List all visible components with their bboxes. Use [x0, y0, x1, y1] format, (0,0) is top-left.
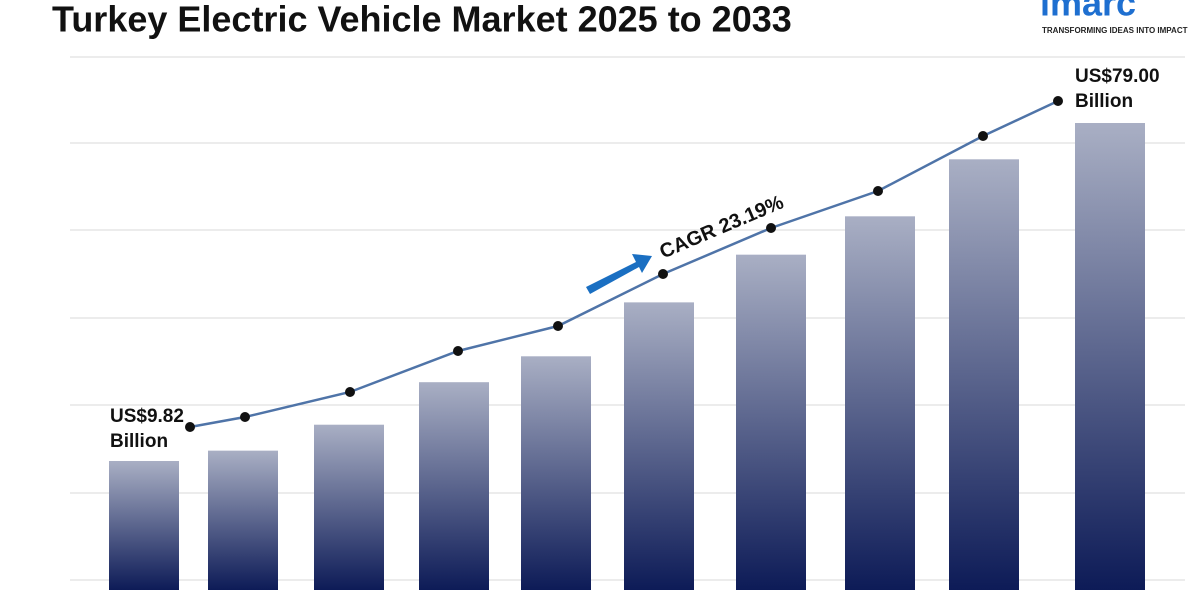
- cagr-arrow: [586, 254, 652, 294]
- trend-point: [978, 131, 988, 142]
- logo: imarc: [1040, 0, 1136, 24]
- bar: [109, 461, 179, 590]
- trend-line: [189, 99, 1059, 429]
- value-label: US$79.00 Billion: [1075, 66, 1160, 112]
- trend-point: [1053, 96, 1063, 106]
- bar: [419, 382, 489, 590]
- chart-title: Turkey Electric Vehicle Market 2025 to 2…: [52, 0, 792, 40]
- trend-point: [873, 186, 883, 197]
- bar: [624, 302, 694, 590]
- bar: [949, 159, 1019, 591]
- trend-point: [185, 422, 195, 432]
- bar: [845, 216, 915, 590]
- trend-point: [240, 412, 250, 423]
- bar: [736, 254, 806, 590]
- bar: [1075, 123, 1145, 590]
- trend-point: [658, 268, 668, 279]
- trend-point: [766, 222, 776, 233]
- trend-point: [553, 321, 563, 332]
- bar: [521, 356, 591, 590]
- trend-point: [453, 345, 463, 356]
- trend-point: [345, 386, 355, 397]
- bar: [208, 450, 278, 590]
- bar: [314, 424, 384, 590]
- value-label: US$9.82 Billion: [110, 406, 184, 452]
- logo-tagline: TRANSFORMING IDEAS INTO IMPACT: [1042, 26, 1188, 35]
